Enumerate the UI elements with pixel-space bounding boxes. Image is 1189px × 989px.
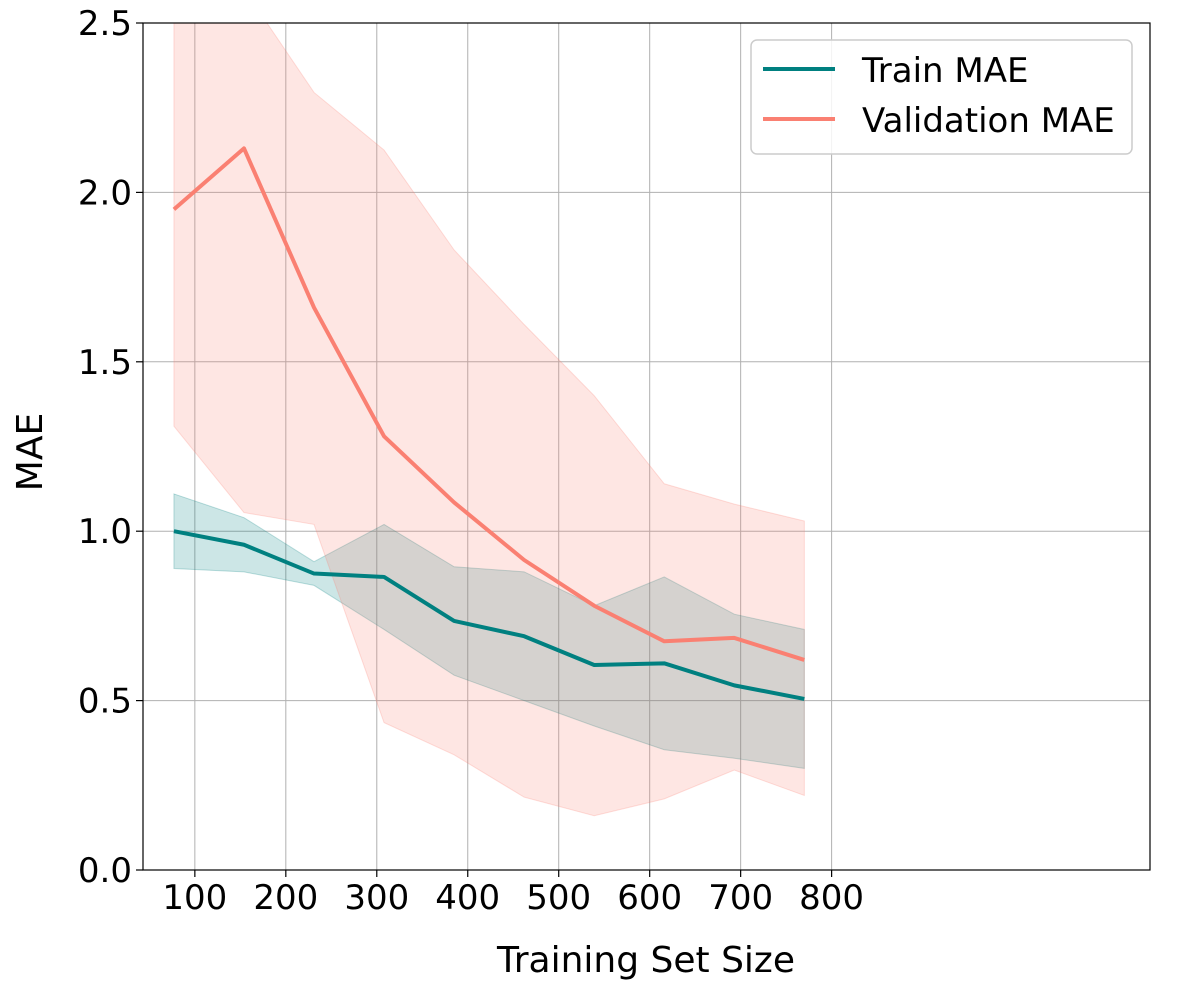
y-tick-label: 2.5 — [78, 4, 132, 44]
plot-frame — [142, 22, 1151, 871]
confidence-bands — [173, 23, 805, 817]
x-tick-label: 400 — [435, 878, 500, 918]
x-tick-label: 800 — [799, 878, 864, 918]
x-tick-label: 500 — [526, 878, 591, 918]
x-tick-label: 700 — [708, 878, 773, 918]
train-mae-band — [173, 493, 805, 769]
plot-background — [143, 23, 1150, 870]
series-lines — [172, 146, 805, 701]
x-axis-label: Training Set Size — [496, 940, 795, 981]
x-tick-label: 300 — [344, 878, 409, 918]
validation-mae-line — [172, 146, 805, 662]
legend-label-validation: Validation MAE — [862, 101, 1115, 141]
validation-mae-band — [173, 23, 805, 817]
legend: Train MAE Validation MAE — [750, 39, 1133, 155]
y-tick-label: 1.0 — [78, 512, 132, 552]
y-tick-label: 2.0 — [78, 173, 132, 213]
legend-label-train: Train MAE — [861, 51, 1028, 91]
x-tick-label: 100 — [162, 878, 227, 918]
axis-ticks: 100 200 300 400 500 600 700 800 0.0 0.5 1.0 1.5 2.0 2… — [78, 4, 864, 918]
x-tick-label: 200 — [253, 878, 318, 918]
y-tick-label: 0.5 — [78, 682, 132, 722]
y-axis-label: MAE — [10, 413, 51, 491]
y-tick-label: 0.0 — [78, 851, 132, 891]
legend-box — [750, 39, 1133, 155]
x-tick-label: 600 — [617, 878, 682, 918]
y-tick-label: 1.5 — [78, 343, 132, 383]
train-mae-line — [173, 529, 805, 701]
